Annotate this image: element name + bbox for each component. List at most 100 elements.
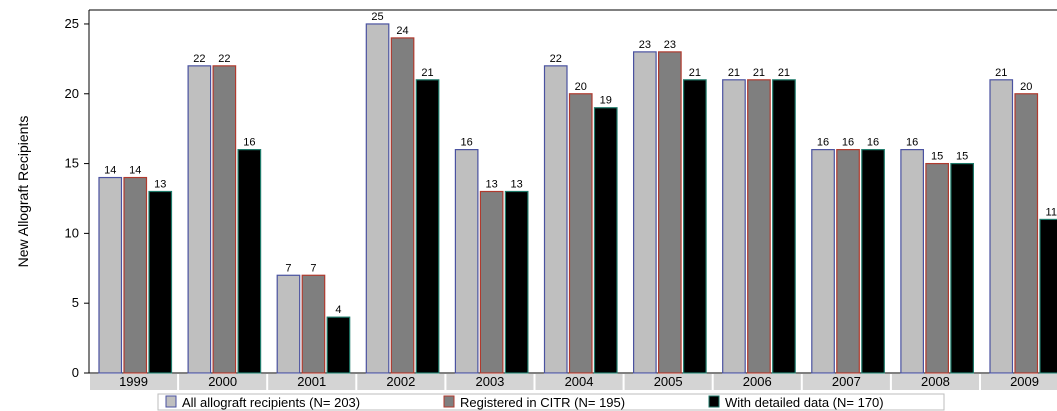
- bar: [836, 149, 860, 374]
- data-label: 16: [867, 137, 879, 149]
- bar: [326, 316, 351, 374]
- x-tick-label: 1999: [119, 374, 148, 389]
- bar: [148, 190, 173, 374]
- x-category-cell: [624, 374, 712, 390]
- data-label: 13: [486, 179, 498, 191]
- bar: [568, 93, 593, 374]
- data-label: 14: [104, 165, 116, 177]
- value-labels: 14 14 13 22 22 16 7 7 4 25 24 21 16 13 13 22 20 19 23 23 21 2…: [104, 11, 1057, 316]
- bar: [1014, 93, 1039, 374]
- x-tick-label: 2001: [297, 374, 326, 389]
- data-label: 16: [243, 137, 255, 149]
- x-tick-label: 2008: [921, 374, 950, 389]
- legend-swatch: [165, 395, 177, 408]
- y-tick-label: 0: [72, 365, 79, 380]
- bar: [212, 65, 237, 374]
- data-label: 16: [817, 137, 829, 149]
- data-label: 16: [906, 137, 918, 149]
- x-tick-label: 2009: [1010, 374, 1039, 389]
- data-label: 21: [753, 67, 765, 79]
- data-label: 22: [550, 53, 562, 65]
- bar: [479, 190, 504, 374]
- x-category-cell: [357, 374, 445, 390]
- data-label: 13: [511, 179, 523, 191]
- y-tick-label: 15: [65, 156, 79, 171]
- data-label: 21: [995, 67, 1007, 79]
- x-category-cell: [535, 374, 623, 390]
- x-category-cell: [802, 374, 890, 390]
- bar: [365, 23, 390, 374]
- x-tick-label: 2002: [386, 374, 415, 389]
- data-label: 25: [371, 11, 383, 23]
- legend-swatch: [708, 395, 720, 408]
- y-axis-label: New Allograft Recipients: [15, 116, 31, 268]
- x-tick-label: 2003: [475, 374, 504, 389]
- bar: [747, 79, 771, 374]
- data-label: 15: [956, 151, 968, 163]
- bar: [390, 37, 415, 374]
- bar: [593, 107, 618, 374]
- data-label: 23: [664, 39, 676, 51]
- legend-label: With detailed data (N= 170): [725, 395, 884, 410]
- bar: [772, 79, 796, 374]
- bar: [811, 149, 835, 374]
- bar: [301, 274, 326, 374]
- legend: All allograft recipients (N= 203) Registe…: [157, 393, 945, 411]
- y-tick-label: 25: [65, 16, 79, 31]
- data-label: 4: [335, 304, 341, 316]
- x-tick-label: 2006: [743, 374, 772, 389]
- data-label: 14: [129, 165, 141, 177]
- legend-box: [157, 393, 945, 411]
- bar: [187, 65, 212, 374]
- bar: [989, 79, 1014, 374]
- x-category-cell: [713, 374, 801, 390]
- data-label: 19: [600, 95, 612, 107]
- data-label: 21: [689, 67, 701, 79]
- data-label: 15: [931, 151, 943, 163]
- bar: [900, 149, 925, 374]
- x-category-cell: [891, 374, 979, 390]
- x-category-cell: [90, 374, 178, 390]
- y-tick-label: 5: [72, 295, 79, 310]
- x-tick-label: 2005: [654, 374, 683, 389]
- x-category-cell: [268, 374, 356, 390]
- y-axis: 0 5 10 15 20 25: [65, 16, 89, 380]
- y-tick-label: 10: [65, 225, 79, 240]
- data-label: 21: [728, 67, 740, 79]
- bar: [237, 149, 262, 374]
- bar: [98, 176, 123, 374]
- x-tick-label: 2000: [208, 374, 237, 389]
- x-category-cell: [179, 374, 267, 390]
- data-label: 11: [1046, 206, 1057, 218]
- bar: [925, 162, 950, 374]
- x-axis-category-band: 1999 2000 2001 2002 2003 2004 2005 2006 2007 2008…: [90, 374, 1057, 390]
- data-label: 20: [575, 81, 587, 93]
- bar: [657, 51, 682, 374]
- bar: [722, 79, 746, 374]
- x-tick-label: 2004: [565, 374, 594, 389]
- legend-swatch: [443, 395, 455, 408]
- data-label: 21: [778, 67, 790, 79]
- x-category-cell: [446, 374, 534, 390]
- data-label: 23: [639, 39, 651, 51]
- x-category-cell: [981, 374, 1057, 390]
- bar: [454, 149, 479, 374]
- bar: [632, 51, 657, 374]
- bar: [504, 190, 529, 374]
- x-tick-label: 2007: [832, 374, 861, 389]
- data-label: 21: [421, 67, 433, 79]
- data-label: 24: [396, 25, 408, 37]
- bar: [950, 162, 975, 374]
- bar: [276, 274, 301, 374]
- data-label: 20: [1020, 81, 1032, 93]
- bar: [543, 65, 568, 374]
- bar: [123, 176, 148, 374]
- data-label: 22: [218, 53, 230, 65]
- data-label: 7: [310, 262, 316, 274]
- legend-label: All allograft recipients (N= 203): [182, 395, 360, 410]
- bar: [1039, 218, 1057, 374]
- bar: [415, 79, 440, 374]
- data-label: 7: [285, 262, 291, 274]
- bar: [682, 79, 707, 374]
